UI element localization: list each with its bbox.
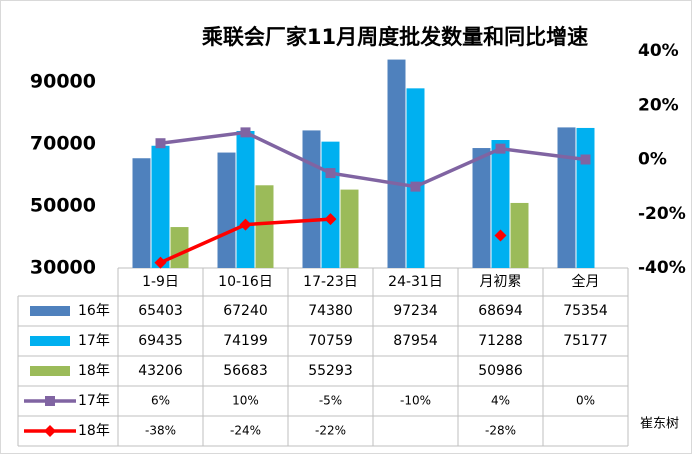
marker [410,181,421,192]
legend-key [44,425,56,437]
legend-label: 17年 [78,333,110,349]
bar [510,202,529,268]
marker [155,138,166,149]
bar [491,140,510,268]
y-tick-label: 30000 [30,257,96,279]
category-label: 17-23日 [303,274,358,290]
bar [576,127,595,269]
y2-tick-label: 0% [638,150,667,170]
legend-key [30,366,70,376]
bar [321,141,340,268]
y-tick-label: 90000 [30,71,96,93]
bar [170,227,189,268]
bar [236,130,255,268]
bar [472,148,491,268]
table-cell: -24% [230,424,261,438]
bar [217,152,236,268]
marker [154,256,167,269]
bar [302,130,321,268]
table-cell: 55293 [308,363,353,379]
bar [557,127,576,268]
legend-key [30,336,70,346]
marker [495,143,506,154]
table-cell: 67240 [223,303,268,319]
category-label: 10-16日 [218,274,273,290]
table-cell: 74380 [308,303,353,319]
marker [239,218,252,231]
marker [324,213,337,226]
category-label: 24-31日 [388,274,443,290]
y-tick-label: 50000 [30,195,96,217]
marker [580,154,591,165]
marker [325,168,336,179]
y2-tick-label: 20% [638,95,679,115]
category-label: 月初累 [480,273,522,290]
y2-tick-label: -40% [638,258,686,278]
bar [255,185,274,268]
table-cell: -28% [485,424,516,438]
bar [387,59,406,268]
marker [240,127,251,138]
legend-label: 18年 [78,423,110,439]
table-cell: 74199 [223,333,268,349]
table-cell: 43206 [138,363,183,379]
table-cell: -10% [400,394,431,408]
category-label: 全月 [572,273,600,290]
bar [406,88,425,269]
table-cell: 69435 [138,333,183,349]
table-cell: -22% [315,424,346,438]
chart-title: 乘联会厂家11月周度批发数量和同比增速 [201,25,588,49]
table-cell: 75177 [563,333,608,349]
table-cell: 50986 [478,363,523,379]
y2-tick-label: 40% [638,41,679,61]
table-cell: 6% [151,394,170,408]
table-cell: 70759 [308,333,353,349]
marker [494,229,507,242]
table-cell: 97234 [393,303,438,319]
y-tick-label: 70000 [30,133,96,155]
bar [151,145,170,268]
line [160,130,586,189]
legend-label: 18年 [78,363,110,379]
table-cell: 75354 [563,303,608,319]
table-cell: -38% [145,424,176,438]
table-cell: -5% [319,394,342,408]
watermark: 崔东树 [640,416,679,432]
table-cell: 56683 [223,363,268,379]
table-cell: 71288 [478,333,523,349]
table-cell: 87954 [393,333,438,349]
legend-label: 17年 [78,393,110,409]
y2-tick-label: -20% [638,204,686,224]
table-cell: 65403 [138,303,183,319]
bar [340,189,359,268]
table-cell: 4% [491,394,510,408]
legend-key [45,396,55,406]
table-cell: 68694 [478,303,523,319]
legend-label: 16年 [78,303,110,319]
table-cell: 0% [576,394,595,408]
bar [132,158,151,268]
category-label: 1-9日 [142,274,179,290]
table-cell: 10% [232,394,259,408]
legend-key [30,306,70,316]
